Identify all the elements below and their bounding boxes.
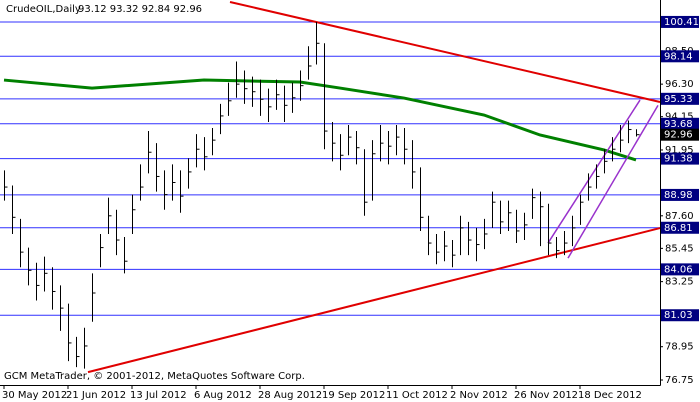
y-tick-label: 83.25 xyxy=(665,277,694,288)
level-label: 100.41 xyxy=(664,17,699,28)
x-tick-label: 19 Sep 2012 xyxy=(322,390,385,401)
y-tick-label: 78.95 xyxy=(665,342,694,353)
y-tick-label: 91.95 xyxy=(665,145,694,156)
x-tick-label: 18 Dec 2012 xyxy=(578,390,642,401)
level-label-box xyxy=(661,92,699,105)
level-label: 86.81 xyxy=(664,223,693,234)
x-tick-label: 13 Jul 2012 xyxy=(130,390,187,401)
trendline xyxy=(229,0,661,103)
level-label-box xyxy=(661,117,699,130)
level-label-box xyxy=(661,309,699,322)
chart-title: CrudeOIL,Daily xyxy=(6,4,81,15)
y-tick-label: 85.45 xyxy=(665,243,694,254)
level-label: 81.03 xyxy=(664,310,693,321)
trendline xyxy=(547,99,641,244)
level-label: 88.98 xyxy=(664,190,693,201)
level-label-box xyxy=(661,188,699,201)
x-tick-label: 2 Nov 2012 xyxy=(450,390,508,401)
level-label-box xyxy=(661,15,699,28)
y-tick-label: 94.15 xyxy=(665,112,694,123)
level-label: 98.14 xyxy=(664,51,693,62)
level-label-box xyxy=(661,221,699,234)
x-tick-label: 30 May 2012 xyxy=(2,390,67,401)
current-price-box xyxy=(661,128,699,141)
level-label: 93.68 xyxy=(664,119,693,130)
y-tick-label: 76.75 xyxy=(665,375,694,386)
trendline xyxy=(567,104,659,259)
x-tick-label: 28 Aug 2012 xyxy=(258,390,322,401)
level-label: 95.33 xyxy=(664,94,693,105)
credit: GCM MetaTrader, © 2001-2012, MetaQuotes … xyxy=(4,371,305,382)
y-tick-label: 96.30 xyxy=(665,79,694,90)
x-tick-label: 11 Oct 2012 xyxy=(386,390,448,401)
level-label-box xyxy=(661,50,699,63)
current-price-label: 92.96 xyxy=(664,130,693,141)
plot-area xyxy=(0,0,661,374)
x-tick-label: 6 Aug 2012 xyxy=(194,390,252,401)
x-tick-label: 26 Nov 2012 xyxy=(514,390,578,401)
y-tick-label: 87.60 xyxy=(665,211,694,222)
level-label-box xyxy=(661,263,699,276)
level-label-box xyxy=(661,152,699,165)
x-tick-label: 21 Jun 2012 xyxy=(66,390,126,401)
level-label: 91.38 xyxy=(664,154,693,165)
level-label: 84.06 xyxy=(664,264,693,275)
quote: 93.12 93.32 92.84 92.96 xyxy=(78,4,202,15)
moving-average xyxy=(3,78,637,162)
